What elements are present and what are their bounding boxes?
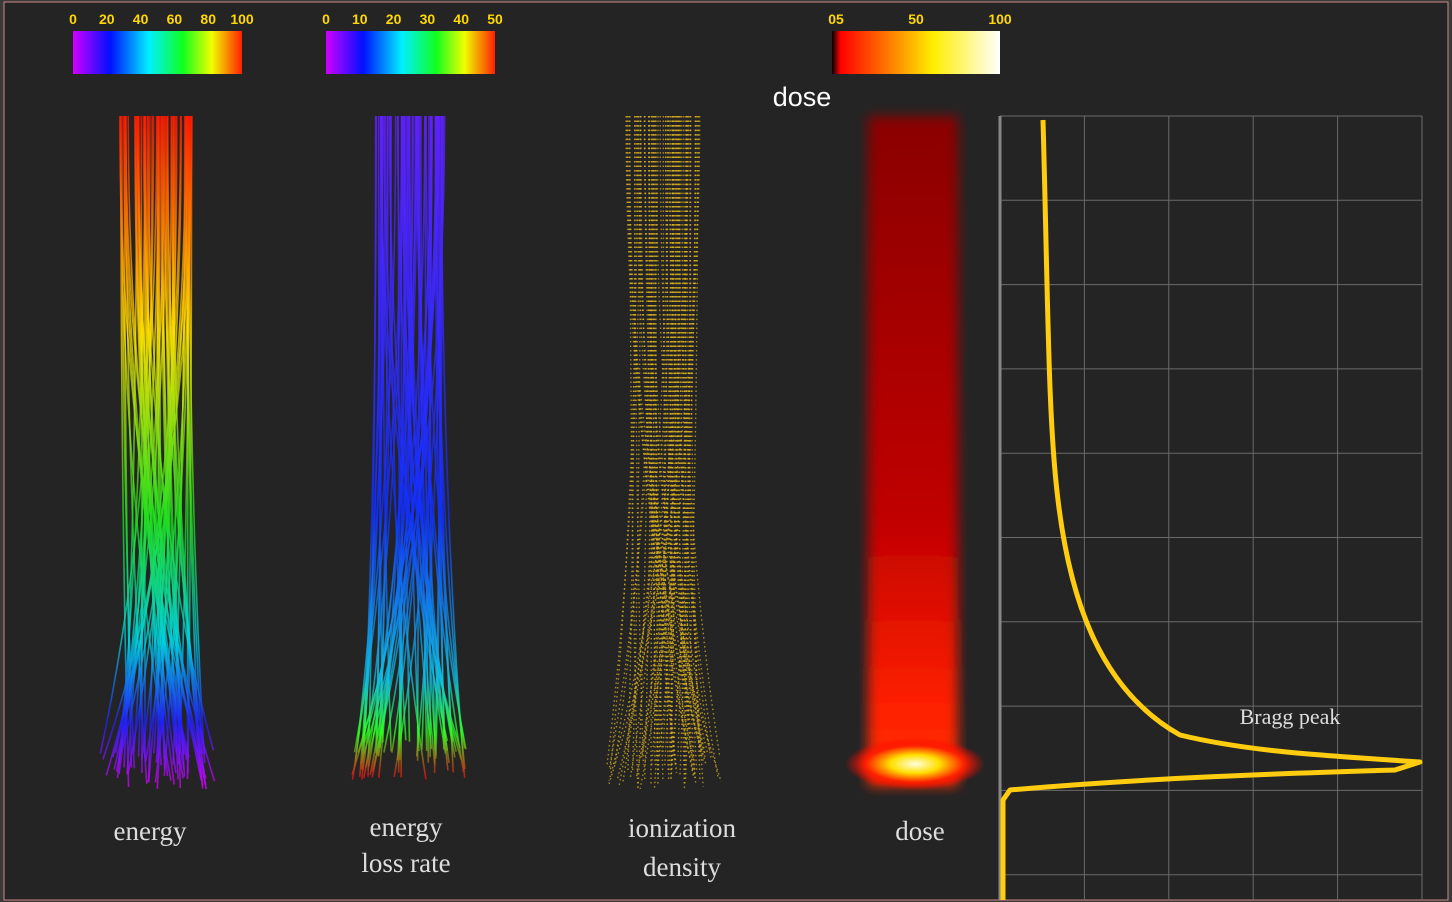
track [683, 115, 687, 767]
track [648, 115, 659, 779]
colorbar-tick-label: 60 [167, 11, 183, 27]
panel-label: ionization [628, 813, 736, 843]
track [186, 115, 189, 779]
track [435, 115, 444, 756]
colorbar-tick-label: 30 [420, 11, 436, 27]
track [363, 115, 417, 779]
colorbar-tick-label: 0 [69, 11, 77, 27]
track [121, 115, 136, 769]
track [99, 115, 158, 754]
tracks [99, 115, 722, 790]
track [437, 115, 455, 773]
track [424, 115, 430, 763]
dose-peak [845, 738, 985, 790]
annotation: Bragg peak [1240, 704, 1341, 729]
colorbar-tick-label: 20 [386, 11, 402, 27]
panel-label: density [643, 852, 721, 882]
colorbar [73, 31, 242, 74]
colorbar [832, 31, 1000, 74]
track [681, 115, 698, 771]
panel-label: loss rate [361, 848, 450, 878]
track [644, 115, 678, 769]
heading: dose [773, 82, 832, 112]
track [659, 115, 703, 751]
colorbar-tick-label: 40 [133, 11, 149, 27]
track [396, 115, 414, 761]
track [626, 115, 707, 765]
track [662, 115, 669, 773]
track [354, 115, 389, 762]
track [434, 115, 466, 770]
track [607, 115, 701, 787]
track [164, 115, 185, 755]
colorbar-tick-label: 40 [453, 11, 469, 27]
track [655, 115, 659, 787]
panel-label: dose [895, 816, 945, 846]
track [140, 115, 178, 761]
track [670, 115, 678, 782]
track [627, 115, 636, 773]
colorbar-tick-label: 100 [988, 11, 1012, 27]
track [608, 115, 659, 768]
track [187, 115, 193, 774]
track [136, 115, 177, 773]
panel-label: energy [370, 812, 443, 842]
track [635, 115, 689, 778]
track [118, 115, 155, 764]
track [369, 115, 426, 776]
track [650, 115, 653, 785]
track [401, 115, 447, 754]
track [187, 115, 206, 763]
track [166, 115, 202, 754]
track [371, 115, 432, 778]
track [668, 115, 719, 779]
colorbar-tick-label: 0 [322, 11, 330, 27]
dose-beam [868, 116, 958, 786]
track [158, 115, 166, 770]
track [651, 115, 675, 765]
colorbar-tick-label: 10 [352, 11, 368, 27]
colorbar-tick-label: 05 [828, 11, 844, 27]
track [664, 115, 682, 766]
track [684, 115, 691, 786]
track [123, 115, 190, 763]
colorbar [326, 31, 495, 74]
colorbar-tick-label: 50 [908, 11, 924, 27]
colorbar-tick-label: 80 [200, 11, 216, 27]
track [652, 115, 656, 765]
track [616, 115, 689, 781]
bragg-curve [1000, 119, 1423, 900]
colorbar-tick-label: 50 [487, 11, 503, 27]
track [677, 115, 721, 757]
track [670, 115, 697, 766]
panel-background [3, 1, 1449, 901]
track [684, 115, 699, 779]
track [359, 115, 383, 777]
track [377, 115, 418, 757]
track [606, 115, 642, 767]
track [664, 115, 697, 783]
track [639, 115, 699, 761]
track [140, 115, 143, 774]
colorbar-tick-label: 20 [99, 11, 115, 27]
track [416, 115, 467, 750]
track [631, 115, 642, 773]
colorbar-tick-label: 100 [230, 11, 254, 27]
track [689, 115, 701, 782]
track [629, 115, 677, 780]
track [124, 115, 190, 758]
panel-label: energy [114, 816, 187, 846]
track [635, 115, 695, 778]
track [639, 115, 698, 789]
